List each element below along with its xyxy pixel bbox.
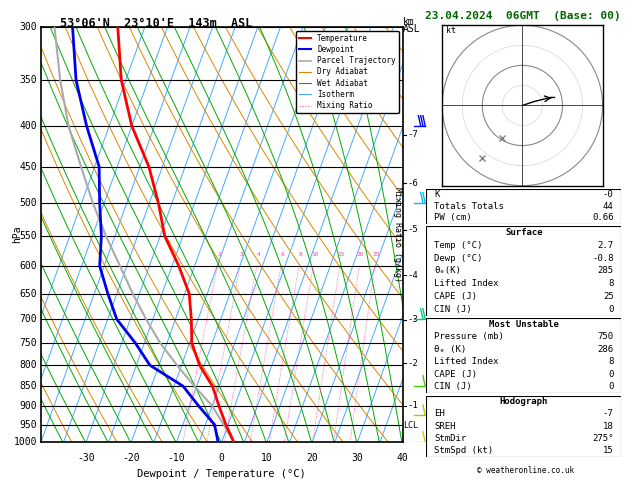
Text: -0: -0 [603,190,614,199]
Text: 20: 20 [357,252,364,257]
Text: -3: -3 [408,315,418,324]
Text: 4: 4 [257,252,260,257]
Text: 0: 0 [608,305,614,314]
Text: -30: -30 [77,452,95,463]
Text: 285: 285 [598,266,614,276]
Text: CIN (J): CIN (J) [434,382,472,391]
Text: θₑ (K): θₑ (K) [434,345,467,354]
Text: Pressure (mb): Pressure (mb) [434,332,504,342]
Text: PW (cm): PW (cm) [434,213,472,222]
Text: LCL: LCL [403,421,418,430]
Text: 0.66: 0.66 [592,213,614,222]
Text: 10: 10 [311,252,318,257]
Text: kt: kt [446,26,456,35]
Text: -7: -7 [408,130,418,139]
Text: 450: 450 [19,162,37,172]
Text: Lifted Index: Lifted Index [434,279,499,288]
Text: StmSpd (kt): StmSpd (kt) [434,446,493,455]
Text: 1000: 1000 [14,437,37,447]
Text: 500: 500 [19,198,37,208]
Text: 900: 900 [19,401,37,411]
Text: 3: 3 [240,252,243,257]
Text: -2: -2 [408,359,418,367]
Text: K: K [434,190,440,199]
Text: -5: -5 [408,225,418,234]
Text: 950: 950 [19,419,37,430]
Text: 700: 700 [19,314,37,324]
Text: 750: 750 [19,338,37,348]
Text: Hodograph: Hodograph [500,397,548,406]
Text: CAPE (J): CAPE (J) [434,292,477,301]
Text: 40: 40 [397,452,408,463]
Text: 8: 8 [608,279,614,288]
Text: CAPE (J): CAPE (J) [434,369,477,379]
Text: 30: 30 [352,452,363,463]
Text: 18: 18 [603,422,614,431]
Text: EH: EH [434,410,445,418]
Text: Mixing Ratio (g/kg): Mixing Ratio (g/kg) [393,187,403,282]
Text: 10: 10 [261,452,273,463]
Text: -4: -4 [408,271,418,279]
Text: 25: 25 [603,292,614,301]
Text: 600: 600 [19,261,37,271]
Text: SREH: SREH [434,422,456,431]
Text: ASL: ASL [403,24,420,35]
Text: -20: -20 [123,452,140,463]
Text: 400: 400 [19,121,37,131]
Text: Dewpoint / Temperature (°C): Dewpoint / Temperature (°C) [137,469,306,479]
Text: 15: 15 [603,446,614,455]
Text: 44: 44 [603,202,614,210]
Text: 15: 15 [338,252,345,257]
Text: Dewp (°C): Dewp (°C) [434,254,482,262]
Text: 20: 20 [306,452,318,463]
Text: CIN (J): CIN (J) [434,305,472,314]
Text: 53°06'N  23°10'E  143m  ASL: 53°06'N 23°10'E 143m ASL [60,17,252,30]
Text: Lifted Index: Lifted Index [434,357,499,366]
Text: km: km [403,17,415,27]
Text: Totals Totals: Totals Totals [434,202,504,210]
Text: θₑ(K): θₑ(K) [434,266,461,276]
Legend: Temperature, Dewpoint, Parcel Trajectory, Dry Adiabat, Wet Adiabat, Isotherm, Mi: Temperature, Dewpoint, Parcel Trajectory… [296,31,399,113]
Text: 650: 650 [19,289,37,298]
Text: -1: -1 [408,401,418,410]
Text: -7: -7 [603,410,614,418]
Text: 25: 25 [372,252,380,257]
Text: 8: 8 [608,357,614,366]
Text: hPa: hPa [13,226,23,243]
Text: 0: 0 [219,452,225,463]
Text: Temp (°C): Temp (°C) [434,241,482,250]
Text: 2: 2 [217,252,221,257]
Text: 0: 0 [608,382,614,391]
Text: 275°: 275° [592,434,614,443]
Text: 286: 286 [598,345,614,354]
Text: -10: -10 [168,452,186,463]
Text: 750: 750 [598,332,614,342]
Text: Surface: Surface [505,228,543,237]
Text: 550: 550 [19,231,37,241]
Text: 850: 850 [19,381,37,391]
Text: 350: 350 [19,75,37,85]
Text: -0.8: -0.8 [592,254,614,262]
Text: StmDir: StmDir [434,434,467,443]
Text: 6: 6 [281,252,284,257]
Text: 2.7: 2.7 [598,241,614,250]
Text: 300: 300 [19,22,37,32]
Text: 23.04.2024  06GMT  (Base: 00): 23.04.2024 06GMT (Base: 00) [425,11,621,21]
Text: © weatheronline.co.uk: © weatheronline.co.uk [477,466,574,475]
Text: 800: 800 [19,360,37,370]
Text: Most Unstable: Most Unstable [489,320,559,329]
Text: -6: -6 [408,179,418,188]
Text: 0: 0 [608,369,614,379]
Text: 8: 8 [299,252,303,257]
